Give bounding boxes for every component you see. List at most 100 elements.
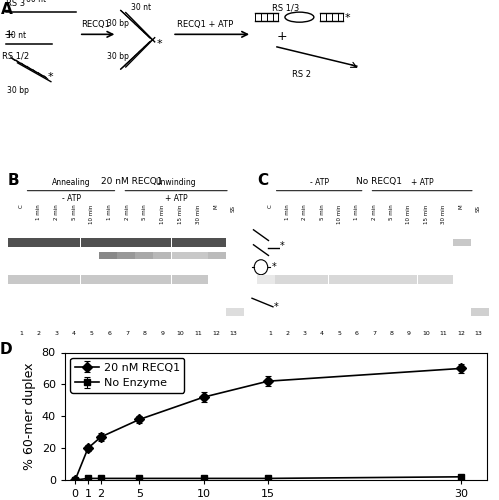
Text: 1 min: 1 min <box>36 204 41 220</box>
Bar <box>226 308 244 316</box>
Text: M: M <box>214 204 219 209</box>
Text: Unwinding: Unwinding <box>156 178 197 188</box>
Text: - ATP: - ATP <box>310 178 329 188</box>
Text: 30 bp: 30 bp <box>107 18 129 28</box>
Text: 3: 3 <box>303 330 307 336</box>
Bar <box>275 275 293 284</box>
Y-axis label: % 60-mer duplex: % 60-mer duplex <box>23 362 36 470</box>
Bar <box>208 238 226 247</box>
Text: 10 min: 10 min <box>89 204 94 224</box>
Text: 13: 13 <box>230 330 238 336</box>
Bar <box>135 252 153 260</box>
Text: 6: 6 <box>355 330 359 336</box>
Bar <box>8 238 26 247</box>
Text: - ATP: - ATP <box>61 194 80 203</box>
Bar <box>99 275 117 284</box>
Text: 8: 8 <box>143 330 147 336</box>
Text: 30 nt: 30 nt <box>6 31 26 40</box>
Text: 1: 1 <box>268 330 272 336</box>
Text: 30 min: 30 min <box>441 204 446 224</box>
Bar <box>172 252 190 260</box>
Bar <box>471 308 489 316</box>
Text: 4: 4 <box>320 330 324 336</box>
Text: 10: 10 <box>177 330 184 336</box>
Bar <box>26 238 44 247</box>
Text: RS 1/2: RS 1/2 <box>2 51 29 60</box>
Bar <box>400 275 417 284</box>
Text: RECQ1: RECQ1 <box>81 20 110 29</box>
Text: 13: 13 <box>475 330 483 336</box>
Text: + ATP: + ATP <box>411 178 434 188</box>
Bar <box>62 238 80 247</box>
Text: RS 3: RS 3 <box>6 0 25 8</box>
Text: 11: 11 <box>194 330 202 336</box>
Text: 15 min: 15 min <box>178 204 183 224</box>
Bar <box>346 275 364 284</box>
Text: 2 min: 2 min <box>54 204 59 220</box>
Bar <box>293 275 311 284</box>
Bar <box>117 252 135 260</box>
Text: 4: 4 <box>72 330 76 336</box>
Text: D: D <box>0 342 12 357</box>
Text: 9: 9 <box>407 330 411 336</box>
Text: *: * <box>344 13 350 23</box>
Bar <box>190 252 208 260</box>
Text: 5 min: 5 min <box>143 204 148 220</box>
Text: 5: 5 <box>90 330 94 336</box>
Text: 1 min: 1 min <box>285 204 290 220</box>
Bar <box>44 275 62 284</box>
Text: C: C <box>267 204 272 208</box>
Bar <box>190 238 208 247</box>
Bar <box>453 238 471 246</box>
Bar <box>81 238 99 247</box>
Text: 30 bp: 30 bp <box>107 52 129 61</box>
Bar <box>117 275 135 284</box>
Text: *: * <box>271 262 276 272</box>
Text: 1 min: 1 min <box>354 204 359 220</box>
Text: RECQ1 + ATP: RECQ1 + ATP <box>177 20 234 29</box>
Text: SS: SS <box>231 204 236 212</box>
Text: + ATP: + ATP <box>165 194 188 203</box>
Text: 10 min: 10 min <box>337 204 342 224</box>
Bar <box>311 275 328 284</box>
Bar <box>418 275 435 284</box>
Text: 5 min: 5 min <box>320 204 325 220</box>
Bar <box>329 275 346 284</box>
Text: RS 2: RS 2 <box>292 70 311 80</box>
Bar <box>257 275 275 284</box>
Bar <box>208 252 226 260</box>
Text: 7: 7 <box>372 330 376 336</box>
Text: 10 min: 10 min <box>160 204 165 224</box>
Bar <box>435 275 453 284</box>
Text: 12: 12 <box>457 330 465 336</box>
Text: +: + <box>277 30 287 44</box>
Text: 7: 7 <box>125 330 129 336</box>
Bar <box>190 275 208 284</box>
Text: No RECQ1: No RECQ1 <box>356 177 402 186</box>
Bar <box>172 238 190 247</box>
Text: C: C <box>257 174 268 188</box>
Text: 12: 12 <box>212 330 220 336</box>
Text: 10 min: 10 min <box>407 204 412 224</box>
Bar <box>364 275 382 284</box>
Text: 2 min: 2 min <box>302 204 307 220</box>
Text: M: M <box>459 204 464 209</box>
Text: 30 min: 30 min <box>196 204 201 224</box>
Bar <box>81 275 99 284</box>
Text: 3: 3 <box>54 330 58 336</box>
Text: A: A <box>0 2 12 17</box>
Bar <box>135 238 153 247</box>
Text: 60 nt: 60 nt <box>26 0 46 4</box>
Text: 2: 2 <box>285 330 289 336</box>
Text: 2 min: 2 min <box>372 204 377 220</box>
Bar <box>135 275 153 284</box>
Text: RS 1/3: RS 1/3 <box>272 4 299 13</box>
Bar <box>172 275 190 284</box>
Bar <box>153 252 171 260</box>
Text: 8: 8 <box>390 330 394 336</box>
Bar <box>99 252 117 260</box>
Text: 5: 5 <box>338 330 341 336</box>
Text: 15 min: 15 min <box>424 204 429 224</box>
Text: 30 nt: 30 nt <box>131 4 151 13</box>
Bar <box>382 275 400 284</box>
